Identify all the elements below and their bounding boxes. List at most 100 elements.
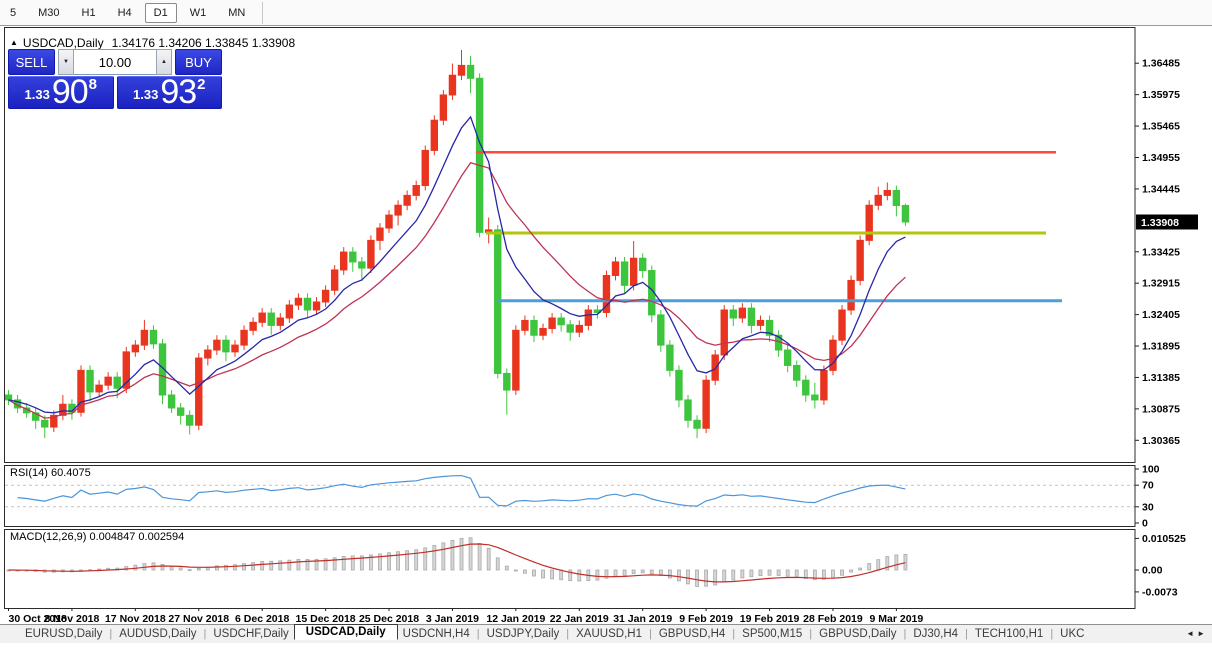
chart-tab-GBPUSD-H4[interactable]: GBPUSD,H4 (658, 628, 726, 640)
candle (394, 204, 402, 216)
trade-panel: SELL ▼ 10.00 ▲ BUY 1.33 90 8 1.33 93 2 (8, 49, 222, 109)
volume-input[interactable]: 10.00 (74, 49, 156, 75)
candle (539, 327, 547, 336)
candle (258, 312, 266, 323)
macd-histogram-bar (296, 559, 301, 571)
macd-histogram-bar (251, 562, 256, 571)
candle (204, 349, 212, 359)
macd-histogram-bar (242, 563, 246, 571)
candle (385, 214, 393, 229)
candle (340, 251, 348, 271)
tab-separator: | (903, 628, 907, 640)
macd-histogram-bar (387, 552, 391, 571)
volume-increase-button[interactable]: ▲ (156, 49, 172, 75)
candle (711, 354, 719, 381)
candle (349, 251, 357, 263)
macd-histogram-bar (278, 560, 283, 571)
chart-tab-USDCHF-Daily[interactable]: USDCHF,Daily (213, 628, 289, 640)
timeframe-button-5[interactable]: 5 (10, 6, 17, 19)
macd-histogram-bar (794, 569, 799, 578)
rsi-axis-label: 70 (1142, 480, 1154, 492)
timeframe-button-H1[interactable]: H1 (81, 6, 96, 19)
macd-histogram-bar (459, 538, 464, 571)
macd-histogram-bar (269, 560, 274, 571)
candle (267, 312, 275, 326)
macd-histogram-bar (858, 567, 863, 571)
macd-axis: 0.010525 0.00 -0.0073 (1135, 533, 1186, 598)
candle (666, 344, 674, 371)
tab-separator: | (648, 628, 652, 640)
buy-price-box[interactable]: 1.33 93 2 (116, 75, 222, 109)
current-price-tag: 1.33908 (1136, 214, 1198, 230)
tab-separator: | (203, 628, 207, 640)
buy-price-pip: 2 (197, 76, 206, 93)
candle (856, 239, 864, 281)
candle (783, 349, 792, 366)
chart-tab-EURUSD-Daily[interactable]: EURUSD,Daily (25, 628, 103, 640)
tab-scroll-icons[interactable]: ◄► (1186, 629, 1208, 638)
candle (512, 329, 520, 391)
macd-histogram-bar (532, 569, 536, 577)
sell-price-prefix: 1.33 (24, 87, 50, 102)
macd-histogram-bar (577, 569, 582, 582)
tab-separator: | (566, 628, 570, 640)
chart-tab-USDCNH-H4[interactable]: USDCNH,H4 (402, 628, 470, 640)
macd-histogram-bar (260, 561, 265, 571)
date-axis-label: 27 Nov 2018 (168, 613, 229, 625)
candle (294, 297, 303, 306)
macd-histogram-bar (622, 569, 627, 576)
chart-tab-TECH100-H1[interactable]: TECH100,H1 (974, 628, 1044, 640)
candle (602, 274, 611, 313)
macd-axis-label: 0.00 (1142, 565, 1163, 577)
date-axis-label: 31 Jan 2019 (613, 613, 672, 625)
chart-tab-DJ30-H4[interactable]: DJ30,H4 (913, 628, 959, 640)
macd-histogram-bar (550, 569, 554, 580)
price-axis-label: 1.35465 (1142, 121, 1180, 133)
chart-tab-USDCAD-Daily[interactable]: USDCAD,Daily (293, 624, 398, 640)
macd-histogram-bar (713, 569, 718, 586)
chart-tab-USDJPY-Daily[interactable]: USDJPY,Daily (486, 628, 560, 640)
symbol-label: USDCAD,Daily (22, 36, 104, 50)
candle (684, 399, 692, 421)
macd-histogram-bar (396, 551, 400, 571)
buy-button[interactable]: BUY (175, 49, 222, 75)
price-axis-label: 1.34955 (1142, 152, 1180, 164)
timeframe-button-H4[interactable]: H4 (117, 6, 132, 19)
macd-histogram-bar (776, 569, 781, 576)
candle (720, 309, 728, 356)
candle (439, 94, 448, 121)
timeframe-button-MN[interactable]: MN (228, 6, 246, 19)
candle (503, 372, 511, 391)
macd-pane-label: MACD(12,26,9) 0.004847 0.002594 (10, 531, 185, 543)
candle (213, 339, 221, 351)
panel-toggle-icon[interactable]: ▲ (10, 38, 18, 47)
chart-tab-GBPUSD-Daily[interactable]: GBPUSD,Daily (819, 628, 897, 640)
chart-tab-XAUUSD-H1[interactable]: XAUUSD,H1 (576, 628, 642, 640)
date-axis-label: 22 Jan 2019 (550, 613, 609, 625)
timeframe-button-W1[interactable]: W1 (189, 6, 207, 19)
sell-price-box[interactable]: 1.33 90 8 (8, 75, 114, 109)
macd-histogram-bar (178, 567, 183, 571)
candle (240, 329, 248, 346)
timeframe-button-D1[interactable]: D1 (144, 2, 177, 23)
candle (765, 319, 774, 336)
candle (412, 185, 420, 196)
chart-tab-SP500-M15[interactable]: SP500,M15 (742, 628, 803, 640)
chart-tab-UKC[interactable]: UKC (1060, 628, 1085, 640)
macd-histogram-bar (541, 569, 545, 579)
macd-histogram-bar (233, 564, 237, 571)
candle (276, 317, 285, 326)
candle (285, 304, 294, 319)
candle (521, 319, 529, 331)
chart-tab-AUDUSD-Daily[interactable]: AUDUSD,Daily (119, 628, 197, 640)
macd-histogram-bar (468, 537, 473, 571)
volume-decrease-button[interactable]: ▼ (58, 49, 74, 75)
macd-histogram-bar (568, 569, 573, 582)
timeframe-button-M30[interactable]: M30 (38, 6, 60, 19)
candles (4, 49, 910, 439)
macd-histogram-bar (441, 542, 446, 571)
sell-button[interactable]: SELL (8, 49, 55, 75)
candle (802, 379, 810, 396)
